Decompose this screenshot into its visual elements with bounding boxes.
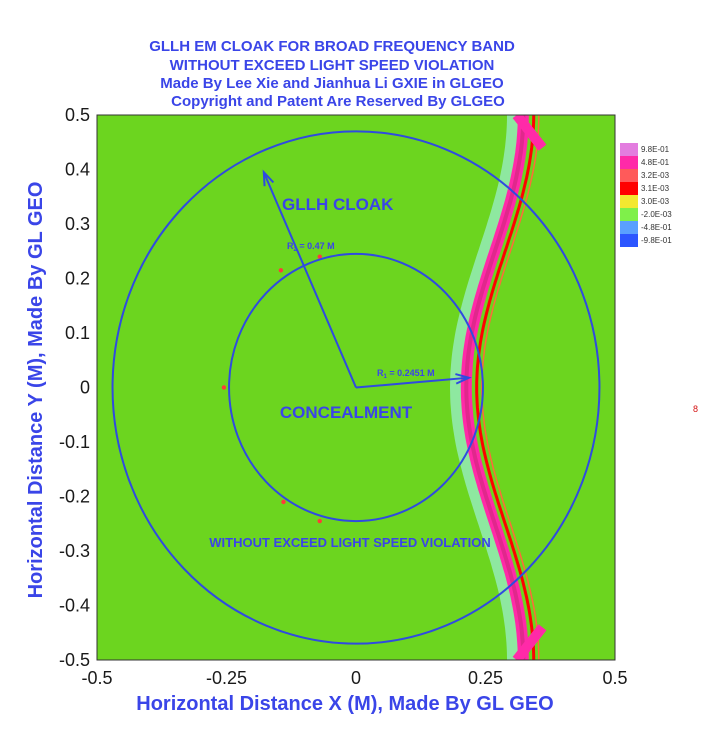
wavefront-band bbox=[449, 115, 547, 660]
side-mark: 8 bbox=[693, 404, 698, 414]
r2-value: = 0.47 M bbox=[297, 241, 335, 251]
y-axis-label: Horizontal Distance Y (M), Made By GL GE… bbox=[25, 182, 47, 599]
chart-title-line-1: GLLH EM CLOAK FOR BROAD FREQUENCY BAND bbox=[149, 38, 515, 55]
legend-swatch bbox=[620, 156, 638, 169]
legend-label: 3.0E-03 bbox=[641, 197, 670, 206]
y-tick-label: 0 bbox=[80, 378, 90, 398]
y-tick-label: 0.1 bbox=[65, 323, 90, 343]
r1-symbol: R bbox=[377, 368, 384, 378]
contour-legend: 9.8E-01 4.8E-01 3.2E-03 3.1E-03 3.0E-03 -2.0E… bbox=[620, 143, 672, 247]
inner-circle bbox=[228, 252, 484, 523]
r1-arrow bbox=[355, 373, 472, 389]
wave-outer-fringe bbox=[481, 115, 540, 660]
wave-bottom-streak bbox=[512, 624, 547, 660]
legend-label: -9.8E-01 bbox=[641, 236, 672, 245]
r2-annotation: R2 = 0.47 M bbox=[287, 241, 335, 253]
legend-label: -4.8E-01 bbox=[641, 223, 672, 232]
legend-swatch bbox=[620, 208, 638, 221]
legend-swatch bbox=[620, 221, 638, 234]
field-dot bbox=[317, 254, 322, 259]
r2-subscript: 2 bbox=[294, 247, 298, 253]
legend-label: 3.1E-03 bbox=[641, 184, 670, 193]
r1-value: = 0.2451 M bbox=[387, 368, 435, 378]
cloak-label: GLLH CLOAK bbox=[282, 195, 394, 214]
violation-label: WITHOUT EXCEED LIGHT SPEED VIOLATION bbox=[209, 535, 490, 550]
x-tick-label: 0 bbox=[351, 668, 361, 688]
x-tick-label: 0.5 bbox=[602, 668, 627, 688]
y-tick-label: -0.4 bbox=[59, 596, 90, 616]
plot-area bbox=[97, 115, 615, 660]
r1-arrow-head bbox=[455, 373, 472, 385]
legend-swatch bbox=[620, 195, 638, 208]
chart-title-line-4: Copyright and Patent Are Reserved By GLG… bbox=[171, 93, 505, 110]
scatter-dots bbox=[221, 254, 322, 524]
field-dot bbox=[317, 518, 322, 524]
r2-arrow bbox=[262, 169, 357, 388]
r2-arrow-shaft bbox=[262, 171, 357, 388]
r2-symbol: R bbox=[287, 241, 294, 251]
plot-frame bbox=[96, 114, 616, 661]
r2-arrow-head bbox=[262, 169, 275, 187]
concealment-label: CONCEALMENT bbox=[280, 403, 413, 422]
legend-swatch bbox=[620, 182, 638, 195]
x-tick-label: -0.5 bbox=[81, 668, 112, 688]
wave-light-band bbox=[449, 115, 521, 660]
outer-circle bbox=[111, 130, 601, 645]
wave-top-streak bbox=[512, 115, 547, 151]
y-tick-label: -0.1 bbox=[59, 432, 90, 452]
r1-subscript: 1 bbox=[384, 374, 388, 380]
x-tick-label: 0.25 bbox=[468, 668, 503, 688]
legend-swatch bbox=[620, 169, 638, 182]
y-tick-label: 0.3 bbox=[65, 214, 90, 234]
cloak-geometry bbox=[111, 130, 601, 645]
legend-swatch bbox=[620, 143, 638, 156]
legend-label: 9.8E-01 bbox=[641, 145, 670, 154]
x-axis-label: Horizontal Distance X (M), Made By GL GE… bbox=[136, 693, 553, 715]
field-dot bbox=[281, 499, 286, 505]
r1-arrow-shaft bbox=[355, 376, 470, 389]
y-tick-label: -0.3 bbox=[59, 541, 90, 561]
legend-label: 4.8E-01 bbox=[641, 158, 670, 167]
y-tick-label: -0.2 bbox=[59, 487, 90, 507]
field-dot bbox=[278, 268, 284, 273]
chart-title-line-3: Made By Lee Xie and Jianhua Li GXIE in G… bbox=[160, 75, 504, 92]
y-tick-label: 0.5 bbox=[65, 105, 90, 125]
x-tick-label: -0.25 bbox=[206, 668, 247, 688]
legend-label: -2.0E-03 bbox=[641, 210, 672, 219]
y-tick-label: 0.2 bbox=[65, 269, 90, 289]
x-tick-labels: -0.5 -0.25 0 0.25 0.5 bbox=[81, 668, 627, 688]
legend-swatch bbox=[620, 234, 638, 247]
y-tick-label: -0.5 bbox=[59, 650, 90, 670]
legend-label: 3.2E-03 bbox=[641, 171, 670, 180]
field-dot bbox=[221, 385, 227, 390]
y-tick-labels: 0.5 0.4 0.3 0.2 0.1 0 -0.1 -0.2 -0.3 -0.4 -0.5 bbox=[59, 105, 90, 670]
chart-title-line-2: WITHOUT EXCEED LIGHT SPEED VIOLATION bbox=[170, 57, 495, 74]
r1-annotation: R1 = 0.2451 M bbox=[377, 368, 435, 380]
wave-core-line bbox=[464, 115, 526, 660]
y-tick-label: 0.4 bbox=[65, 160, 90, 180]
wave-red-edge bbox=[475, 115, 536, 660]
